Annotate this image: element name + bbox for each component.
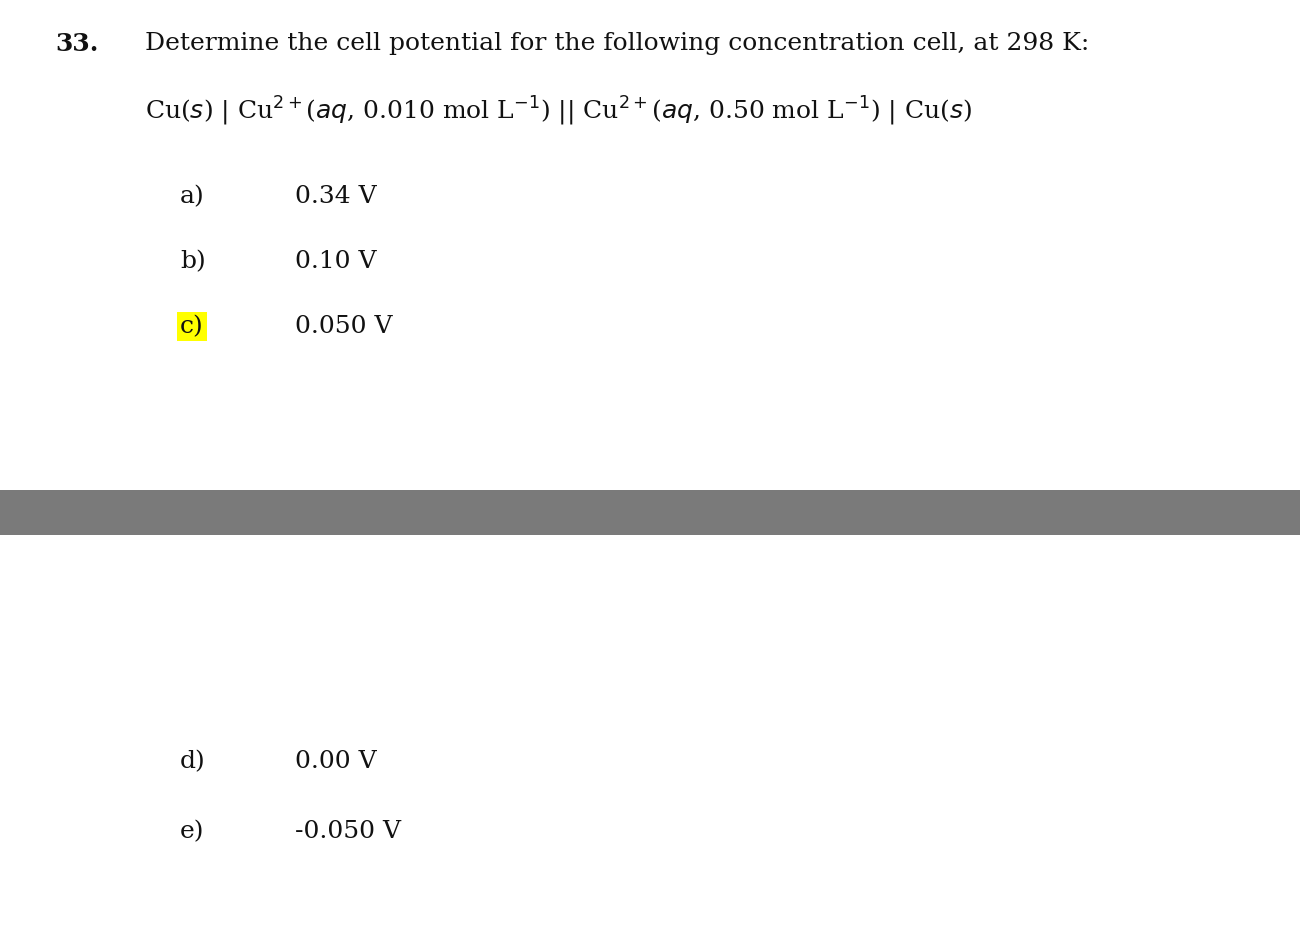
Text: 0.050 V: 0.050 V <box>295 315 393 338</box>
Text: d): d) <box>179 750 205 773</box>
Text: a): a) <box>179 185 205 208</box>
Text: 0.10 V: 0.10 V <box>295 250 377 273</box>
Bar <box>0 490 1300 535</box>
Text: e): e) <box>179 820 204 843</box>
Text: 0.00 V: 0.00 V <box>295 750 377 773</box>
Text: c): c) <box>179 315 204 338</box>
Text: -0.050 V: -0.050 V <box>295 820 400 843</box>
Text: 33.: 33. <box>55 32 99 56</box>
Text: Cu($s$) | Cu$^{2+}$($aq$, 0.010 mol L$^{-1}$) || Cu$^{2+}$($aq$, 0.50 mol L$^{-1: Cu($s$) | Cu$^{2+}$($aq$, 0.010 mol L$^{… <box>146 95 972 128</box>
Text: b): b) <box>179 250 205 273</box>
Text: 0.34 V: 0.34 V <box>295 185 377 208</box>
Text: Determine the cell potential for the following concentration cell, at 298 K:: Determine the cell potential for the fol… <box>146 32 1089 55</box>
